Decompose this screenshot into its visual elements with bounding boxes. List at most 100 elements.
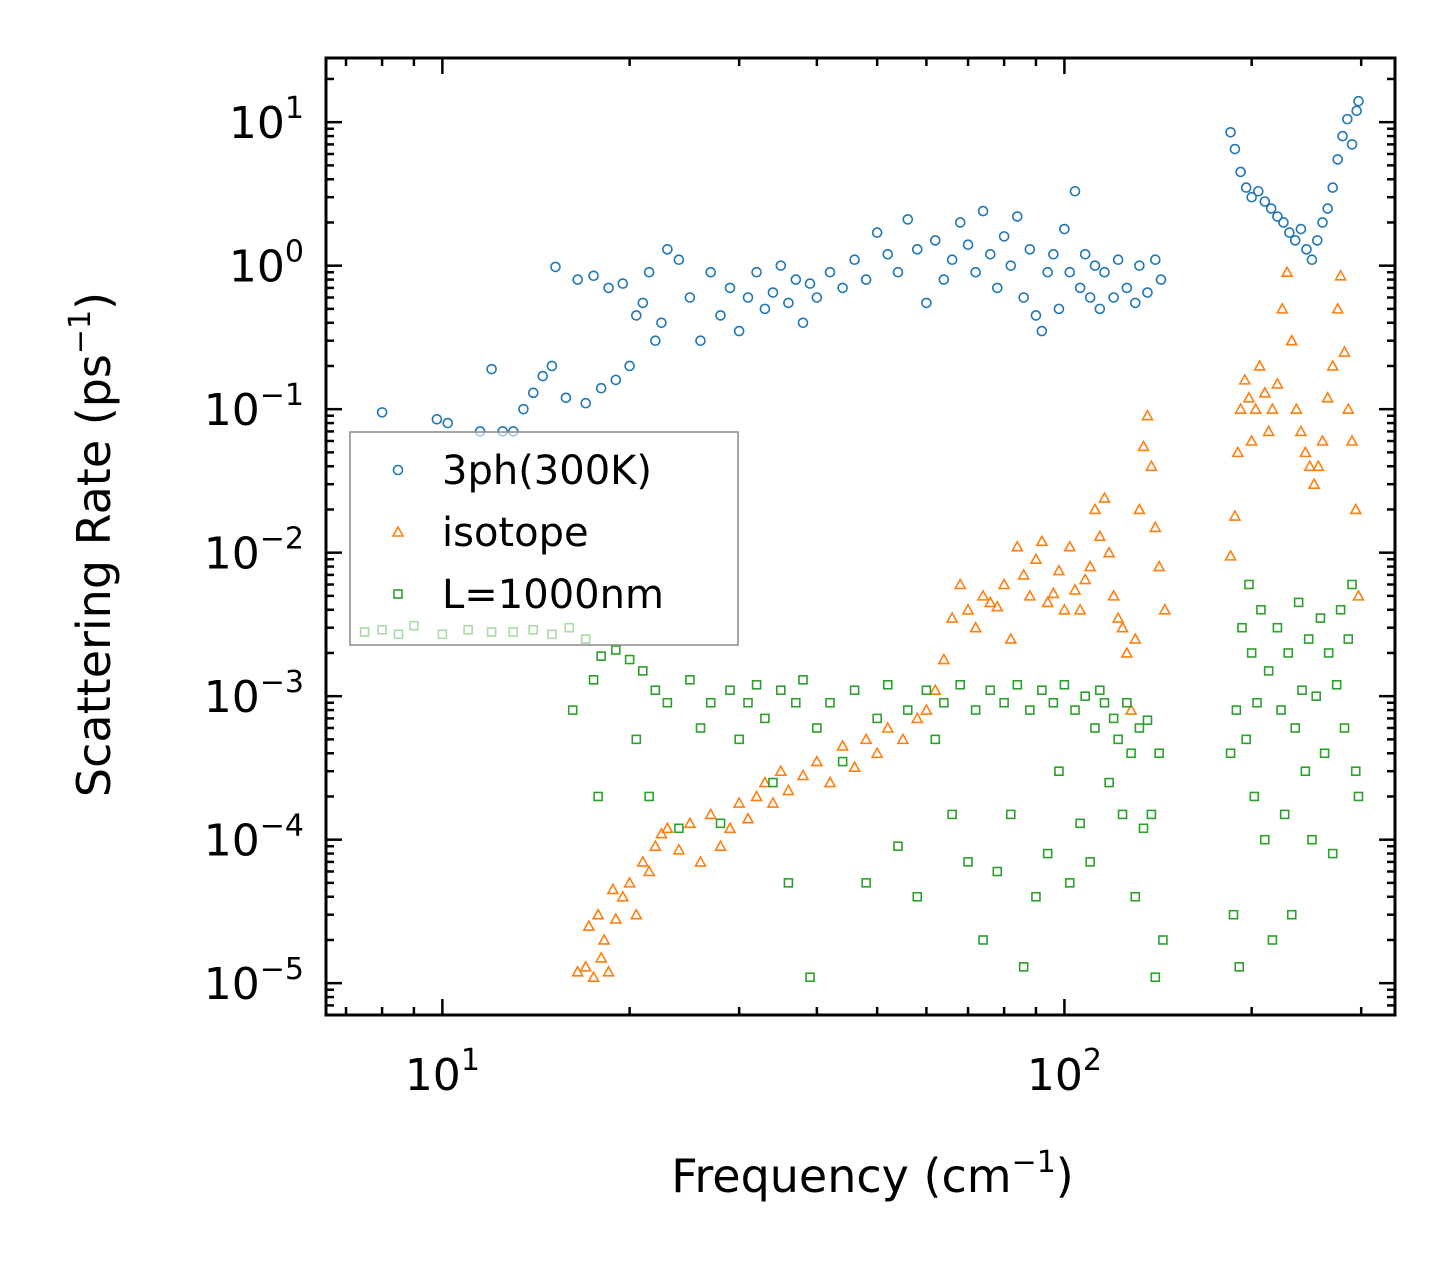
data-point-circle — [603, 282, 614, 294]
data-point-square — [567, 705, 578, 715]
data-point-triangle — [1262, 424, 1276, 437]
data-point-circle — [1150, 254, 1161, 266]
tick-layer — [326, 58, 1395, 1017]
data-point-square — [1108, 713, 1119, 724]
legend-marker-circle — [392, 464, 404, 476]
data-point-square — [1117, 809, 1128, 820]
data-point-circle — [624, 360, 635, 372]
data-point-square — [1113, 734, 1123, 745]
data-point-circle — [860, 274, 872, 285]
data-point-square — [1018, 962, 1029, 972]
data-point-circle — [431, 413, 443, 425]
data-point-triangle — [920, 703, 933, 715]
data-point-square — [1085, 857, 1095, 867]
data-point-circle — [1306, 254, 1318, 266]
data-point-circle — [1240, 182, 1252, 193]
data-point-square — [644, 791, 654, 802]
data-point-triangle — [642, 864, 656, 877]
data-point-triangle — [953, 577, 967, 590]
data-point-square — [725, 685, 735, 696]
y-tick-labels: 101 100 10−1 10−2 10−3 10−4 10−5 — [204, 91, 304, 1010]
data-point-circle — [1084, 292, 1096, 303]
data-point-square — [768, 777, 778, 788]
data-point-square — [624, 654, 635, 665]
data-point-square — [1099, 697, 1110, 708]
data-point-square — [1297, 685, 1307, 696]
data-point-square — [1070, 705, 1080, 715]
data-point-square — [1138, 823, 1149, 834]
data-point-triangle — [983, 595, 997, 608]
data-point-triangle — [1258, 386, 1272, 398]
data-point-triangle — [910, 711, 924, 724]
data-point-circle — [643, 266, 655, 278]
data-point-square — [596, 651, 606, 661]
data-point-square — [978, 935, 988, 945]
data-point-circle — [1112, 254, 1124, 266]
data-point-square — [610, 645, 621, 655]
data-point-triangle — [587, 970, 600, 983]
data-point-circle — [1284, 227, 1295, 238]
data-point-square — [930, 734, 941, 745]
data-point-triangle — [636, 855, 650, 867]
data-point-circle — [946, 254, 958, 266]
data-point-circle — [1311, 235, 1323, 246]
legend-label: L=1000nm — [442, 572, 664, 618]
data-point-circle — [1317, 217, 1328, 228]
data-point-triangle — [928, 683, 942, 696]
data-point-square — [1327, 848, 1338, 859]
data-point-circle — [550, 261, 561, 273]
data-point-square — [1237, 622, 1247, 633]
data-point-circle — [751, 266, 762, 278]
data-point-circle — [1069, 185, 1081, 197]
data-point-circle — [837, 282, 848, 294]
data-point-triangle — [1029, 552, 1043, 565]
data-point-triangle — [1017, 568, 1031, 580]
data-point-square — [593, 791, 603, 802]
data-point-square — [1323, 648, 1334, 658]
data-point-square — [1339, 723, 1350, 733]
data-point-triangle — [1294, 424, 1308, 437]
data-point-square — [1142, 715, 1153, 726]
data-point-triangle — [1010, 540, 1024, 552]
data-point-circle — [650, 335, 661, 346]
data-point-square — [783, 878, 794, 888]
data-point-triangle — [1345, 434, 1359, 446]
data-point-square — [1260, 834, 1270, 845]
data-point-circle — [767, 287, 779, 298]
data-point-circle — [705, 266, 716, 278]
data-point-circle — [442, 417, 454, 429]
data-point-triangle — [1311, 459, 1325, 472]
data-point-triangle — [1116, 621, 1129, 633]
x-axis-label: Frequency (cm−1) — [671, 1145, 1074, 1203]
legend-marker-triangle — [391, 525, 405, 537]
data-point-triangle — [1299, 445, 1312, 458]
data-point-circle — [1272, 211, 1283, 222]
data-point-triangle — [1245, 434, 1259, 446]
series-triangle — [571, 265, 1365, 983]
data-point-triangle — [1280, 265, 1294, 278]
data-point-square — [1231, 705, 1242, 715]
data-point-triangle — [1224, 549, 1237, 561]
data-point-triangle — [623, 876, 636, 888]
data-point-triangle — [1073, 603, 1087, 615]
data-point-square — [1335, 604, 1346, 615]
data-point-square — [912, 891, 923, 902]
data-point-circle — [1129, 297, 1141, 309]
data-point-circle — [1337, 130, 1348, 142]
data-point-circle — [580, 397, 592, 409]
data-point-triangle — [997, 577, 1011, 590]
data-point-triangle — [694, 855, 707, 867]
data-point-square — [893, 841, 903, 852]
data-point-square — [1315, 613, 1326, 623]
data-point-circle — [1235, 166, 1246, 178]
data-point-square — [638, 666, 648, 676]
data-point-square — [1104, 777, 1114, 788]
data-point-square — [1146, 809, 1157, 820]
data-point-square — [992, 866, 1003, 877]
data-point-square — [1256, 604, 1266, 615]
data-point-circle — [1259, 196, 1271, 207]
data-point-square — [902, 705, 913, 715]
data-point-triangle — [602, 965, 615, 977]
data-point-triangle — [1334, 269, 1347, 281]
legend-marker-square — [393, 589, 403, 599]
